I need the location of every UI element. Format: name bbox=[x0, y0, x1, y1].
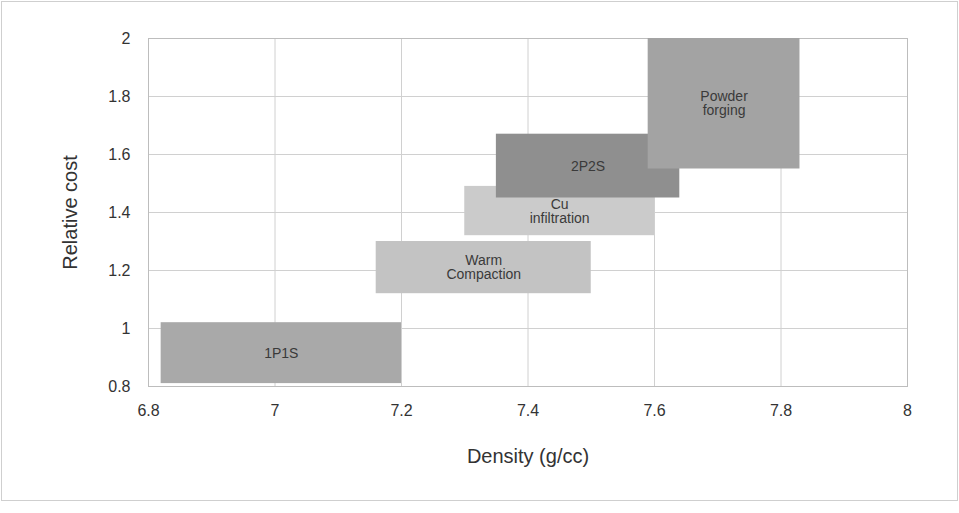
svg-text:Cuinfiltration: Cuinfiltration bbox=[530, 196, 590, 226]
svg-text:WarmCompaction: WarmCompaction bbox=[446, 252, 521, 282]
svg-text:1.8: 1.8 bbox=[108, 88, 130, 105]
svg-text:1: 1 bbox=[122, 320, 131, 337]
svg-text:7.2: 7.2 bbox=[390, 402, 412, 419]
svg-text:8: 8 bbox=[903, 402, 912, 419]
svg-text:2P2S: 2P2S bbox=[571, 158, 605, 174]
svg-text:7.6: 7.6 bbox=[643, 402, 665, 419]
svg-text:Density (g/cc): Density (g/cc) bbox=[467, 445, 589, 467]
svg-text:6.8: 6.8 bbox=[137, 402, 159, 419]
svg-text:1.6: 1.6 bbox=[108, 146, 130, 163]
svg-text:Powderforging: Powderforging bbox=[700, 88, 748, 118]
svg-text:7.8: 7.8 bbox=[770, 402, 792, 419]
svg-text:1.4: 1.4 bbox=[108, 204, 130, 221]
svg-text:0.8: 0.8 bbox=[108, 378, 130, 395]
svg-text:1P1S: 1P1S bbox=[264, 345, 298, 361]
svg-text:Relative cost: Relative cost bbox=[59, 155, 81, 270]
svg-text:7.4: 7.4 bbox=[517, 402, 539, 419]
svg-text:2: 2 bbox=[122, 30, 131, 47]
svg-text:1.2: 1.2 bbox=[108, 262, 130, 279]
svg-text:7: 7 bbox=[271, 402, 280, 419]
